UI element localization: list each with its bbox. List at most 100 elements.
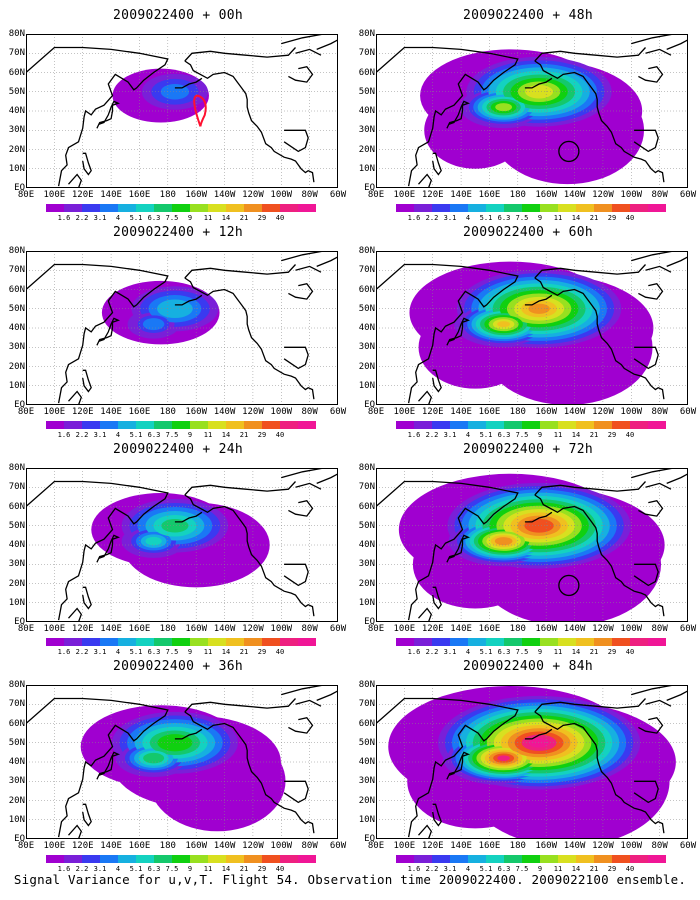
- coastline: [432, 586, 442, 610]
- colorbar-label: 29: [257, 431, 267, 439]
- colorbar-label: 14: [221, 865, 231, 873]
- colorbar-label: 14: [571, 214, 581, 222]
- lon-tick-label: 160E: [478, 190, 501, 200]
- map-border: [26, 251, 338, 405]
- coastline: [281, 685, 324, 696]
- colorbar-label: 5.1: [129, 214, 143, 222]
- colorbar-label: 4: [465, 214, 471, 222]
- coastline: [638, 499, 664, 517]
- coastline: [534, 277, 665, 400]
- coastline: [418, 390, 433, 405]
- colorbar-swatch: [262, 638, 280, 646]
- colorbar-swatch: [576, 204, 594, 212]
- colorbar-swatch: [262, 421, 280, 429]
- coastline: [184, 711, 315, 834]
- coastline: [184, 481, 296, 496]
- lon-tick-label: 120E: [71, 407, 94, 417]
- lat-tick-label: 80N: [358, 29, 375, 39]
- lon-tick-label: 160W: [535, 407, 558, 417]
- lon-tick-label: 180: [159, 624, 176, 634]
- coastline: [631, 685, 674, 696]
- colorbar-swatch: [648, 421, 666, 429]
- coastline: [184, 264, 296, 279]
- lon-tick-label: 140E: [450, 841, 472, 851]
- colorbar-swatch: [46, 421, 64, 429]
- coastline: [96, 751, 121, 780]
- map-panel: 2009022400 + 72h 80N 70N 60N 50N 40N 30N 20N 10N…: [358, 442, 698, 657]
- lon-tick-label: 100W: [270, 190, 293, 200]
- lat-tick-label: 30N: [358, 342, 375, 353]
- variance-contour: [528, 737, 550, 748]
- colorbar-swatch: [558, 855, 576, 863]
- colorbar-label: 4: [115, 865, 121, 873]
- coastline: [174, 294, 203, 306]
- coastline: [316, 39, 338, 51]
- coastline: [418, 173, 433, 188]
- lon-tick-label: 180: [159, 407, 176, 417]
- coastline: [446, 534, 471, 563]
- colorbar-swatch: [154, 421, 172, 429]
- colorbar-label: 29: [607, 648, 617, 656]
- colorbar: [46, 421, 316, 429]
- variance-contour: [143, 752, 165, 764]
- colorbar-label: 2.2: [75, 431, 89, 439]
- lat-tick-label: 10N: [358, 814, 375, 825]
- lat-tick-label: 10N: [8, 163, 25, 174]
- lon-tick-label: 160W: [185, 407, 208, 417]
- colorbar-label: 21: [239, 431, 249, 439]
- map-border: [26, 468, 338, 622]
- coastline: [288, 499, 314, 517]
- colorbar-swatch: [172, 421, 190, 429]
- coastline: [281, 251, 324, 262]
- colorbar-label: 21: [589, 214, 599, 222]
- coastline: [26, 697, 169, 838]
- lat-tick-label: 20N: [8, 361, 25, 372]
- colorbar-label: 1.6: [57, 431, 71, 439]
- lat-tick-label: 70N: [358, 482, 375, 493]
- map-panel: 2009022400 + 48h 80N 70N 60N 50N 40N 30N 20N 10N…: [358, 8, 698, 223]
- colorbar-swatch: [190, 204, 208, 212]
- colorbar-swatch: [298, 855, 316, 863]
- coastline: [524, 77, 553, 89]
- colorbar-labels: 1.6 2.2 3.1 4 5.1 6.3 7.5 9 11 14 21 29 40: [46, 866, 316, 874]
- coastline: [283, 780, 309, 804]
- lat-tick-label: 30N: [358, 559, 375, 570]
- colorbar-swatch: [82, 421, 100, 429]
- colorbar-swatch: [396, 855, 414, 863]
- colorbar-label: 6.3: [147, 648, 161, 656]
- colorbar-swatch: [432, 421, 450, 429]
- lat-tick-label: EQ: [14, 183, 25, 193]
- colorbar-swatch: [522, 204, 540, 212]
- coastline: [82, 152, 92, 176]
- colorbar-swatch: [190, 855, 208, 863]
- colorbar-swatch: [414, 638, 432, 646]
- colorbar-swatch: [612, 855, 630, 863]
- lon-tick-label: 120W: [242, 190, 264, 200]
- colorbar-swatch: [244, 204, 262, 212]
- coastline: [295, 699, 322, 707]
- variance-map: [26, 251, 338, 405]
- colorbar-swatch: [262, 855, 280, 863]
- lon-tick-label: 60W: [679, 407, 697, 417]
- lon-tick-label: 120W: [242, 841, 264, 851]
- lon-tick-label: 120W: [592, 190, 614, 200]
- lon-tick-label: 160E: [128, 407, 151, 417]
- lon-tick-label: 100E: [393, 407, 416, 417]
- coastline: [633, 129, 659, 153]
- lon-tick-label: 80E: [17, 624, 35, 634]
- colorbar-label: 6.3: [497, 648, 511, 656]
- lon-tick-label: 80E: [367, 190, 385, 200]
- colorbar-label: 7.5: [515, 865, 529, 873]
- lat-tick-label: 50N: [358, 303, 375, 314]
- coastline: [184, 60, 315, 183]
- colorbar-swatch: [226, 638, 244, 646]
- lon-tick-label: 80W: [301, 624, 318, 634]
- lon-tick-label: 100W: [270, 624, 293, 634]
- colorbar-label: 6.3: [147, 865, 161, 873]
- coastline: [638, 716, 664, 734]
- lon-tick-label: 120E: [71, 624, 94, 634]
- colorbar-swatch: [136, 855, 154, 863]
- coastline: [184, 47, 296, 62]
- coastline: [288, 65, 314, 83]
- lat-tick-label: 50N: [358, 86, 375, 97]
